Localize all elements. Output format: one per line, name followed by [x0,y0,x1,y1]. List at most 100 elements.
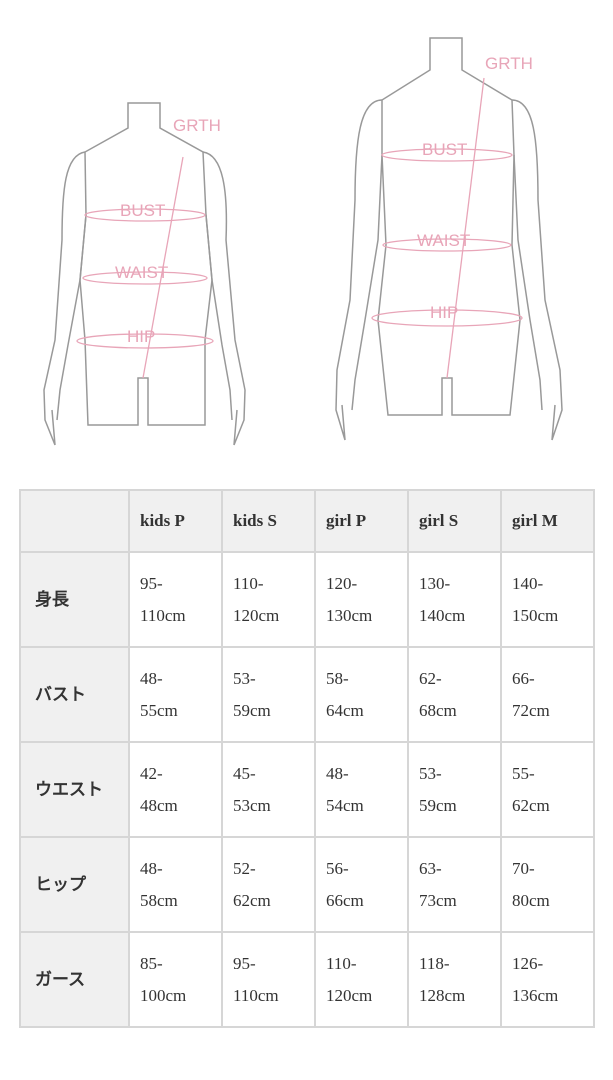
table-row: ヒップ 48- 58cm 52- 62cm 56- 66cm 63- 73cm 70- 80cm [19,836,595,933]
size-cell: 70- 80cm [500,836,595,933]
header-cell: girl M [500,489,595,553]
kids-figure [43,102,246,446]
size-value-part: 150cm [512,605,559,625]
size-cell: 56- 66cm [314,836,409,933]
size-value-part: 62- [419,668,442,688]
size-value-part: 48cm [140,795,178,815]
size-cell: 66- 72cm [500,646,595,743]
size-cell: 118- 128cm [407,931,502,1028]
size-cell: 48- 54cm [314,741,409,838]
size-cell: 110- 120cm [314,931,409,1028]
size-value-part: 130cm [326,605,373,625]
kids-waist-label: WAIST [115,263,168,282]
size-cell: 55- 62cm [500,741,595,838]
body-measurement-figures: GRTH BUST WAIST HIP GRTH BUST WAIST HIP [43,37,563,446]
size-value-part: 68cm [419,700,457,720]
size-value-part: 110- [326,953,357,973]
size-value-part: 95- [140,573,163,593]
girl-hip-label: HIP [430,303,458,322]
row-label: 身長 [19,551,130,648]
size-value-part: 70- [512,858,535,878]
size-value-part: 45- [233,763,256,783]
size-value-part: 64cm [326,700,364,720]
size-value-part: 58cm [140,890,178,910]
size-value-part: 48- [140,858,163,878]
size-value-part: 56- [326,858,349,878]
size-cell: 45- 53cm [221,741,316,838]
size-value-part: 80cm [512,890,550,910]
kids-hip-label: HIP [127,327,155,346]
header-cell [19,489,130,553]
size-cell: 42- 48cm [128,741,223,838]
size-cell: 126- 136cm [500,931,595,1028]
table-row: 身長 95- 110cm 110- 120cm 120- 130cm 130- 140cm 140… [19,551,595,648]
size-value-part: 130- [419,573,451,593]
size-cell: 85- 100cm [128,931,223,1028]
size-value-part: 48- [326,763,349,783]
table-row: ウエスト 42- 48cm 45- 53cm 48- 54cm 53- 59cm 55- 62cm [19,741,595,838]
size-value-part: 63- [419,858,442,878]
size-cell: 48- 58cm [128,836,223,933]
size-value-part: 118- [419,953,450,973]
size-value-part: 72cm [512,700,550,720]
size-value-part: 140- [512,573,544,593]
size-cell: 95- 110cm [128,551,223,648]
size-value-part: 126- [512,953,544,973]
girl-bust-label: BUST [422,140,467,159]
row-label: バスト [19,646,130,743]
size-cell: 63- 73cm [407,836,502,933]
size-value-part: 100cm [140,985,187,1005]
size-cell: 120- 130cm [314,551,409,648]
size-value-part: 53cm [233,795,271,815]
kids-bust-label: BUST [120,201,165,220]
size-value-part: 73cm [419,890,457,910]
table-header-row: kids P kids S girl P girl S girl M [19,489,595,553]
header-cell: kids P [128,489,223,553]
size-value-part: 59cm [233,700,271,720]
size-value-part: 42- [140,763,163,783]
row-label: ヒップ [19,836,130,933]
girl-grth-label: GRTH [485,54,533,73]
size-cell: 53- 59cm [221,646,316,743]
size-cell: 95- 110cm [221,931,316,1028]
size-value-part: 48- [140,668,163,688]
size-cell: 140- 150cm [500,551,595,648]
row-label: ウエスト [19,741,130,838]
size-value-part: 120- [326,573,358,593]
size-value-part: 55cm [140,700,178,720]
header-cell: kids S [221,489,316,553]
size-value-part: 110cm [233,985,279,1005]
size-value-part: 66cm [326,890,364,910]
size-value-part: 120cm [233,605,280,625]
size-value-part: 53- [419,763,442,783]
size-cell: 53- 59cm [407,741,502,838]
size-value-part: 59cm [419,795,457,815]
size-cell: 58- 64cm [314,646,409,743]
size-value-part: 54cm [326,795,364,815]
size-table: kids P kids S girl P girl S girl M 身長 95-… [19,489,595,1028]
size-value-part: 136cm [512,985,559,1005]
size-cell: 110- 120cm [221,551,316,648]
table-row: バスト 48- 55cm 53- 59cm 58- 64cm 62- 68cm 66- 72cm [19,646,595,743]
size-cell: 130- 140cm [407,551,502,648]
header-cell: girl P [314,489,409,553]
table-row: ガース 85- 100cm 95- 110cm 110- 120cm 118- 128cm 126… [19,931,595,1028]
row-label: ガース [19,931,130,1028]
size-value-part: 120cm [326,985,373,1005]
size-value-part: 52- [233,858,256,878]
girl-waist-label: WAIST [417,231,470,250]
size-value-part: 55- [512,763,535,783]
size-cell: 48- 55cm [128,646,223,743]
girl-measure-lines [371,77,523,379]
size-value-part: 110cm [140,605,186,625]
size-value-part: 110- [233,573,264,593]
size-cell: 62- 68cm [407,646,502,743]
size-value-part: 95- [233,953,256,973]
size-value-part: 62cm [233,890,271,910]
size-value-part: 128cm [419,985,466,1005]
size-value-part: 62cm [512,795,550,815]
kids-measure-lines [76,156,214,379]
kids-grth-label: GRTH [173,116,221,135]
header-cell: girl S [407,489,502,553]
size-value-part: 66- [512,668,535,688]
